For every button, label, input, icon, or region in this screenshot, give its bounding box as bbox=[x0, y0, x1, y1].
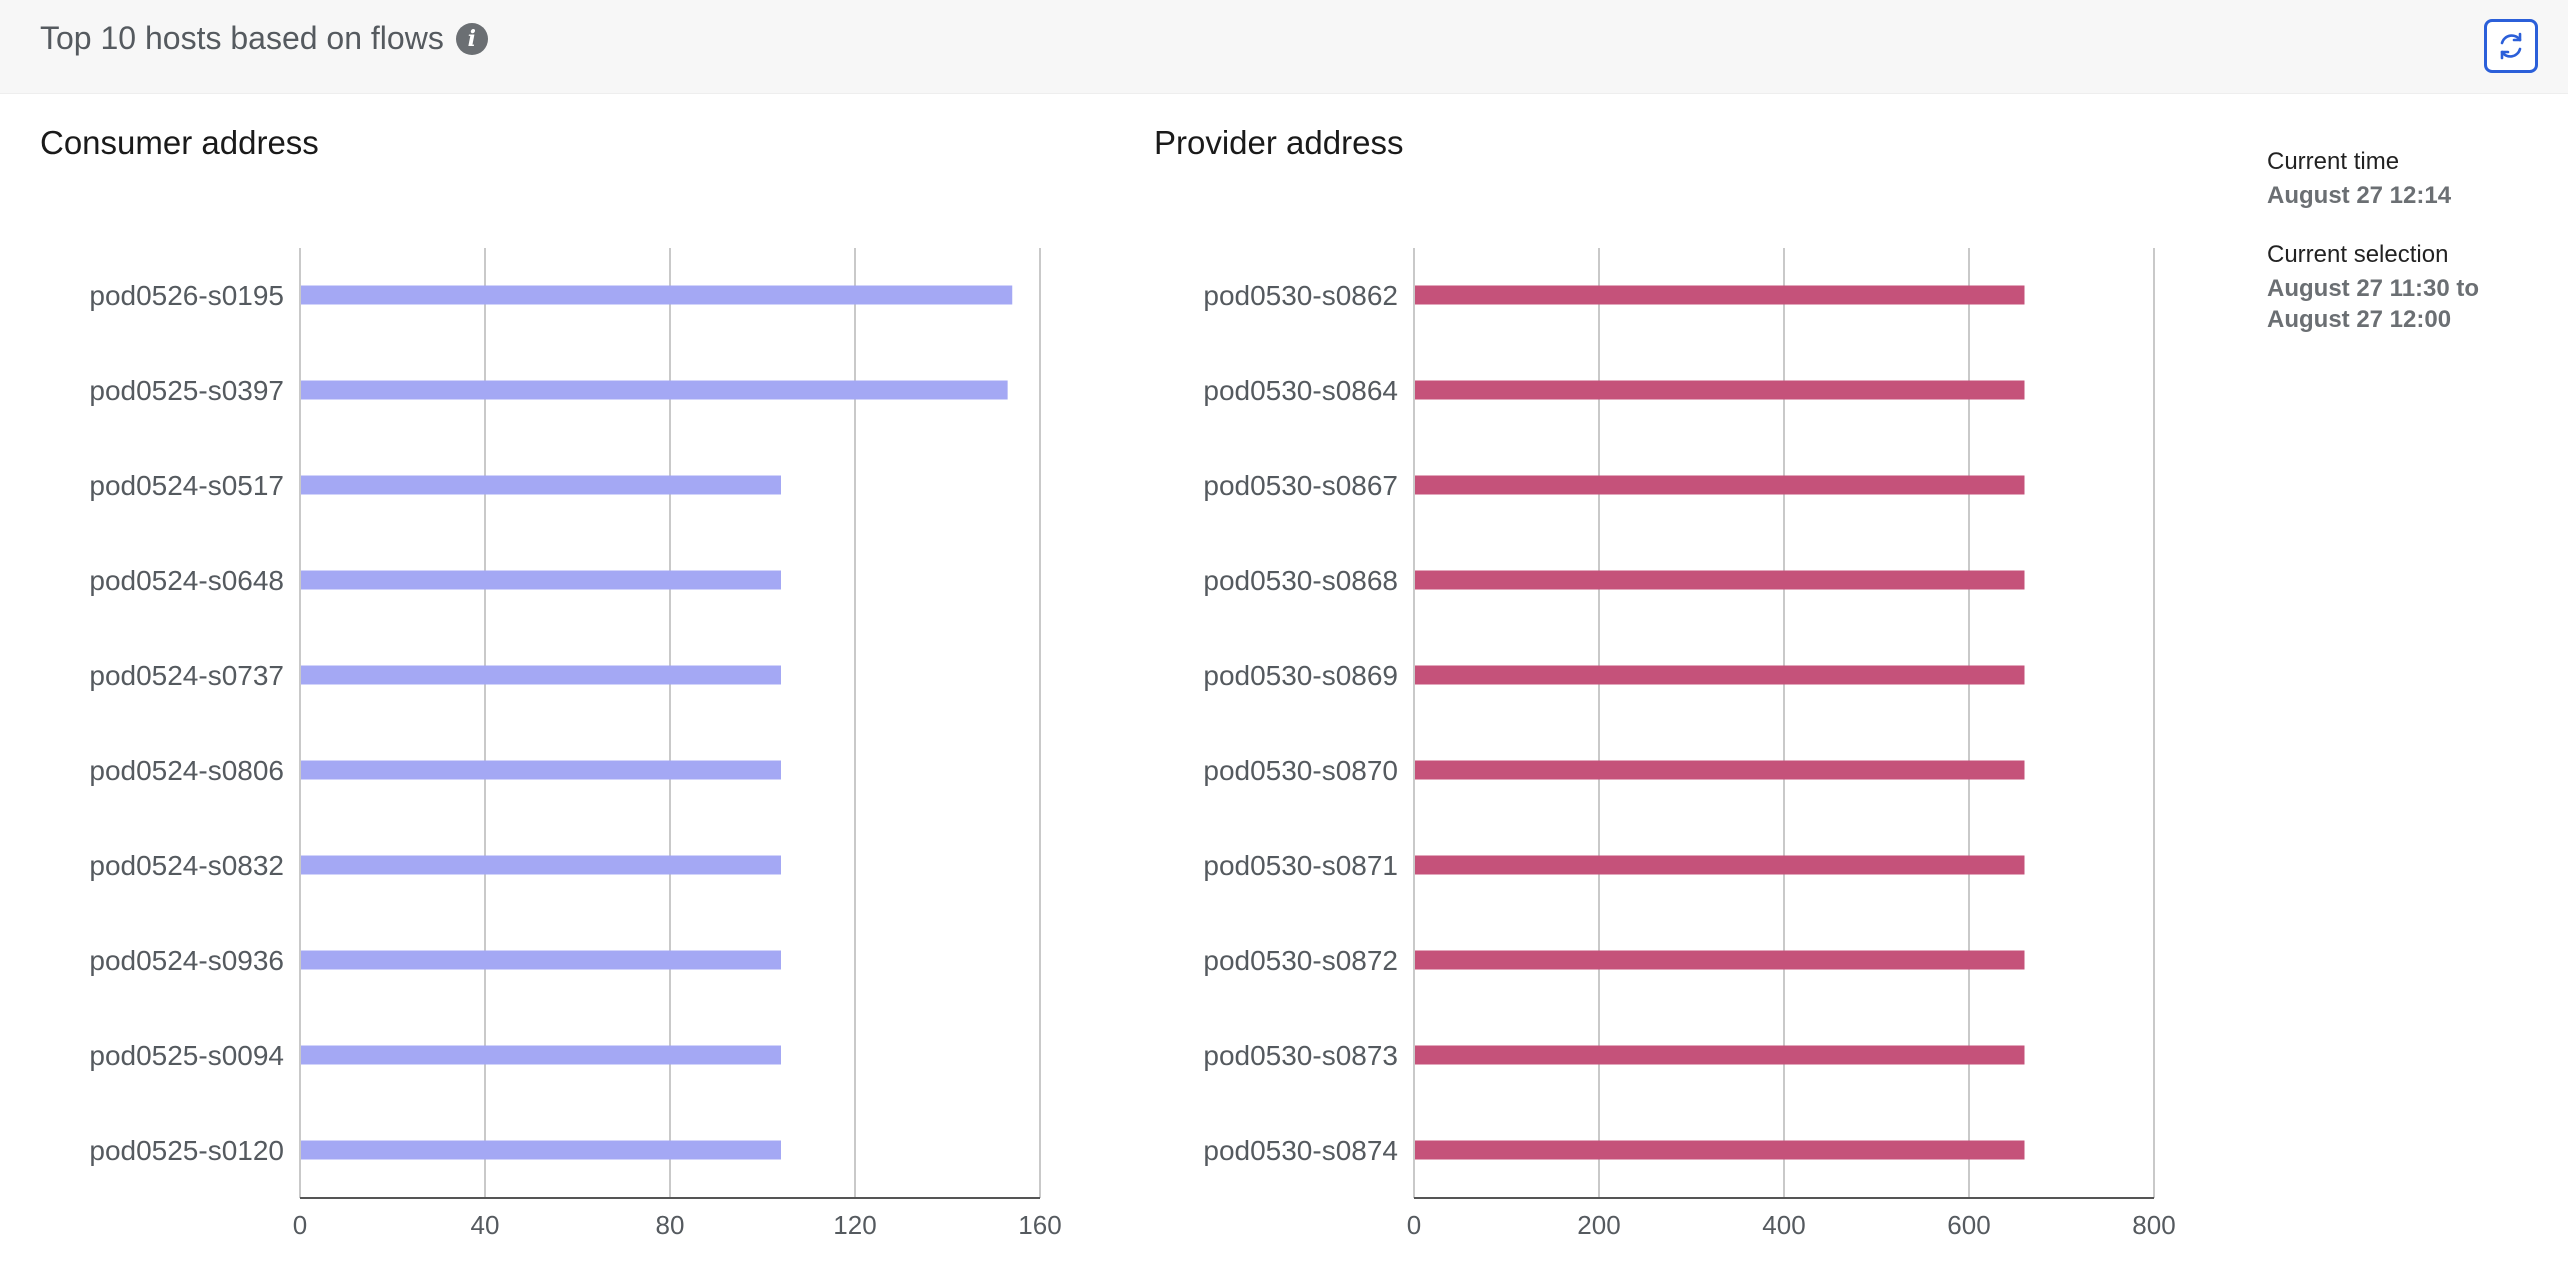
provider-bar[interactable] bbox=[1415, 1045, 2025, 1065]
consumer-bar[interactable] bbox=[301, 1140, 781, 1160]
provider-x-tick-label: 400 bbox=[1762, 1210, 1805, 1240]
provider-category-label: pod0530-s0873 bbox=[1203, 1040, 1398, 1071]
provider-bar[interactable] bbox=[1415, 1140, 2025, 1160]
refresh-button[interactable] bbox=[2484, 19, 2538, 73]
provider-bar[interactable] bbox=[1415, 665, 2025, 685]
provider-bar[interactable] bbox=[1415, 570, 2025, 590]
provider-x-tick-label: 600 bbox=[1947, 1210, 1990, 1240]
provider-bar[interactable] bbox=[1415, 855, 2025, 875]
current-time-block: Current time August 27 12:14 bbox=[2267, 148, 2547, 211]
consumer-category-label: pod0525-s0094 bbox=[89, 1040, 284, 1071]
consumer-bar-chart: 0 40 80 120 160 pod0526-s0195 pod0525-s0397 pod… bbox=[89, 248, 1062, 1240]
provider-bar[interactable] bbox=[1415, 475, 2025, 495]
provider-x-tick-label: 200 bbox=[1577, 1210, 1620, 1240]
consumer-bar[interactable] bbox=[301, 1045, 781, 1065]
provider-category-label: pod0530-s0872 bbox=[1203, 945, 1398, 976]
consumer-bar[interactable] bbox=[301, 665, 781, 685]
consumer-category-label: pod0524-s0832 bbox=[89, 850, 284, 881]
consumer-category-label: pod0524-s0517 bbox=[89, 470, 284, 501]
panel-header: Top 10 hosts based on flows i bbox=[0, 0, 2568, 94]
consumer-category-label: pod0524-s0806 bbox=[89, 755, 284, 786]
provider-bar-chart: 0 200 400 600 800 pod0530-s0862 pod0530-s0864 p… bbox=[1203, 248, 2176, 1240]
current-selection-label: Current selection bbox=[2267, 241, 2449, 268]
consumer-bar[interactable] bbox=[301, 475, 781, 495]
provider-x-tick-label: 800 bbox=[2132, 1210, 2175, 1240]
current-selection-line1: August 27 11:30 to bbox=[2267, 275, 2480, 302]
provider-category-label: pod0530-s0869 bbox=[1203, 660, 1398, 691]
consumer-category-label: pod0526-s0195 bbox=[89, 280, 284, 311]
provider-category-label: pod0530-s0871 bbox=[1203, 850, 1398, 881]
provider-bar[interactable] bbox=[1415, 950, 2025, 970]
provider-category-label: pod0530-s0862 bbox=[1203, 280, 1398, 311]
provider-category-label: pod0530-s0868 bbox=[1203, 565, 1398, 596]
consumer-category-label: pod0525-s0397 bbox=[89, 375, 284, 406]
consumer-category-label: pod0524-s0648 bbox=[89, 565, 284, 596]
consumer-x-tick-label: 80 bbox=[656, 1210, 685, 1240]
consumer-chart-title: Consumer address bbox=[40, 124, 319, 161]
consumer-x-tick-label: 0 bbox=[293, 1210, 307, 1240]
refresh-icon bbox=[2500, 32, 2522, 60]
consumer-bar[interactable] bbox=[301, 285, 1013, 305]
consumer-bar[interactable] bbox=[301, 950, 781, 970]
provider-category-label: pod0530-s0867 bbox=[1203, 470, 1398, 501]
panel-title-text: Top 10 hosts based on flows bbox=[40, 20, 444, 56]
consumer-bar[interactable] bbox=[301, 380, 1008, 400]
consumer-bar[interactable] bbox=[301, 855, 781, 875]
provider-category-label: pod0530-s0864 bbox=[1203, 375, 1398, 406]
provider-bar[interactable] bbox=[1415, 380, 2025, 400]
current-time-value: August 27 12:14 bbox=[2267, 182, 2452, 209]
consumer-category-label: pod0524-s0936 bbox=[89, 945, 284, 976]
current-selection-value: August 27 11:30 to August 27 12:00 bbox=[2267, 273, 2547, 335]
provider-category-label: pod0530-s0870 bbox=[1203, 755, 1398, 786]
consumer-bar[interactable] bbox=[301, 760, 781, 780]
info-icon[interactable]: i bbox=[455, 22, 488, 55]
provider-bar[interactable] bbox=[1415, 760, 2025, 780]
time-info-panel: Current time August 27 12:14 Current sel… bbox=[2267, 148, 2547, 365]
current-time-label: Current time bbox=[2267, 148, 2400, 175]
consumer-x-tick-label: 40 bbox=[471, 1210, 500, 1240]
consumer-x-tick-label: 160 bbox=[1018, 1210, 1061, 1240]
provider-bar[interactable] bbox=[1415, 285, 2025, 305]
current-selection-line2: August 27 12:00 bbox=[2267, 306, 2452, 333]
provider-x-tick-label: 0 bbox=[1407, 1210, 1421, 1240]
consumer-x-tick-label: 120 bbox=[833, 1210, 876, 1240]
consumer-category-label: pod0524-s0737 bbox=[89, 660, 284, 691]
provider-chart-title: Provider address bbox=[1154, 124, 1404, 161]
panel-title: Top 10 hosts based on flows i bbox=[40, 20, 488, 57]
consumer-bar[interactable] bbox=[301, 570, 781, 590]
consumer-category-label: pod0525-s0120 bbox=[89, 1135, 284, 1166]
current-selection-block: Current selection August 27 11:30 to Aug… bbox=[2267, 241, 2547, 335]
provider-category-label: pod0530-s0874 bbox=[1203, 1135, 1398, 1166]
